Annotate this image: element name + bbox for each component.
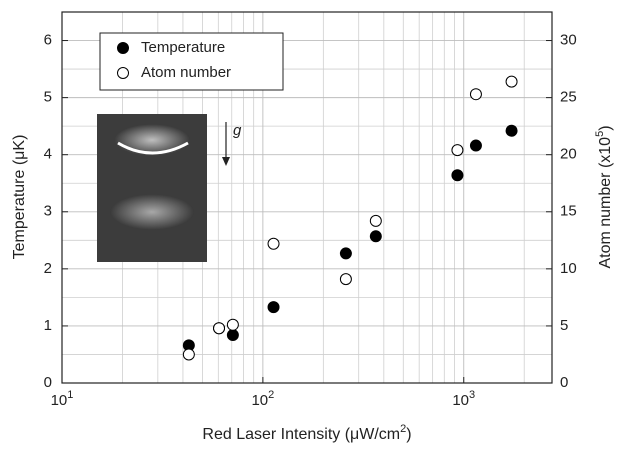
legend-label: Temperature: [141, 39, 225, 56]
y2-tick-label: 10: [560, 260, 577, 277]
x-tick-label: 102: [251, 389, 274, 409]
point: [267, 237, 280, 250]
x-tick-exponent: 2: [268, 389, 274, 401]
point: [182, 348, 195, 361]
y2-axis-label-sup: 5: [594, 131, 606, 137]
x-tick-label: 101: [51, 389, 74, 409]
point: [505, 124, 518, 137]
y-tick-label: 4: [44, 146, 52, 163]
y-tick-label: 1: [44, 317, 52, 334]
y2-axis-label: Atom number (x105): [594, 125, 614, 268]
x-axis-label: Red Laser Intensity (μW/cm2): [202, 423, 411, 443]
point: [369, 230, 382, 243]
x-tick-base: 10: [251, 392, 268, 409]
point: [469, 139, 482, 152]
x-tick-exponent: 3: [469, 389, 475, 401]
x-tick-base: 10: [51, 392, 68, 409]
point: [339, 273, 352, 286]
x-tick-exponent: 1: [67, 389, 73, 401]
y2-tick-label: 25: [560, 89, 577, 106]
point: [451, 169, 464, 182]
x-tick-label: 103: [452, 389, 475, 409]
y-tick-label: 6: [44, 32, 52, 49]
legend-marker: [117, 67, 129, 79]
point: [369, 214, 382, 227]
legend-label: Atom number: [141, 64, 231, 81]
y2-tick-label: 20: [560, 146, 577, 163]
legend: [99, 32, 284, 91]
point: [451, 144, 464, 157]
plot-frame: [61, 11, 553, 384]
point: [213, 322, 226, 335]
x-axis-label-sup: 2: [400, 423, 406, 435]
point: [469, 88, 482, 101]
point: [339, 247, 352, 260]
inset-image: [97, 114, 230, 262]
legend-marker: [117, 42, 129, 54]
y-tick-label: 5: [44, 89, 52, 106]
x-axis-label-end: ): [406, 426, 411, 443]
y-tick-label: 3: [44, 203, 52, 220]
y-tick-label: 0: [44, 374, 52, 391]
y2-tick-label: 15: [560, 203, 577, 220]
x-axis-label-text: Red Laser Intensity (μW/cm: [202, 426, 400, 443]
point: [505, 75, 518, 88]
y-axis-label: Temperature (μK): [11, 135, 28, 260]
inset-label: g: [233, 122, 242, 139]
point: [226, 329, 239, 342]
y-tick-label: 2: [44, 260, 52, 277]
y2-tick-label: 0: [560, 374, 568, 391]
x-tick-base: 10: [452, 392, 469, 409]
y2-tick-label: 30: [560, 32, 577, 49]
point: [267, 301, 280, 314]
y2-axis-label-text: Atom number (x10: [597, 137, 614, 269]
y2-tick-label: 5: [560, 317, 568, 334]
y2-axis-label-end: ): [597, 125, 614, 130]
point: [226, 318, 239, 331]
